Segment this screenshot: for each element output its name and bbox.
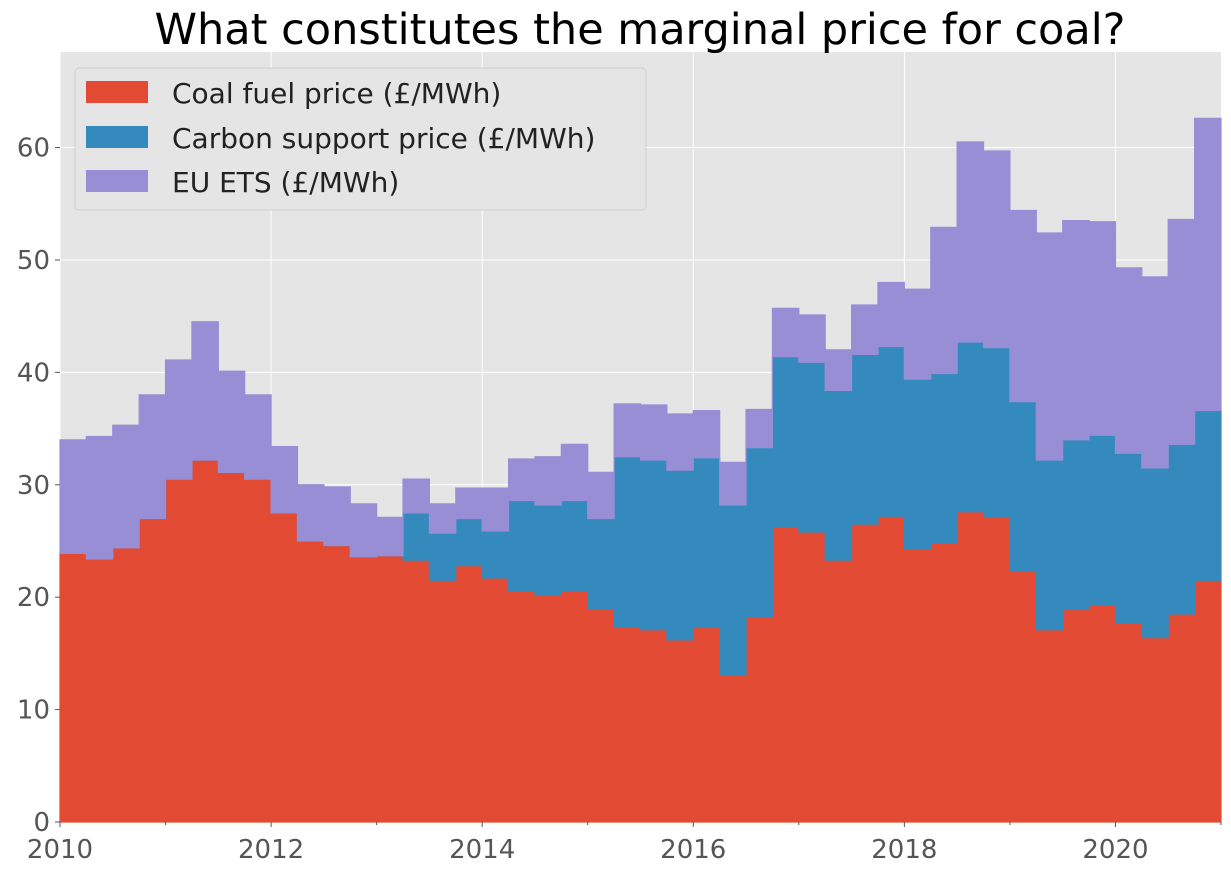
y-tick-label: 0 [33,808,50,838]
eu-ets-area [59,117,1222,560]
legend-label-eu-ets: EU ETS (£/MWh) [172,166,399,199]
chart-title: What constitutes the marginal price for … [155,5,1126,55]
y-tick-label: 50 [17,246,50,276]
y-tick-label: 20 [17,583,50,613]
y-tick-label: 40 [17,358,50,388]
axis-ticks: 0 10 20 30 40 50 60 2010 2012 2014 2016 2018 2020 [17,134,1222,865]
legend-swatch-coal [86,81,148,103]
y-tick-label: 10 [17,696,50,726]
x-tick-label: 2016 [660,835,726,865]
legend-swatch-eu-ets [86,170,148,192]
y-tick-label: 60 [17,134,50,164]
x-tick-label: 2014 [449,835,515,865]
stacked-areas [59,117,1222,823]
y-tick-label: 30 [17,471,50,501]
legend: Coal fuel price (£/MWh) Carbon support p… [74,67,647,211]
x-tick-label: 2010 [27,835,93,865]
x-tick-label: 2018 [871,835,937,865]
legend-label-carbon-support: Carbon support price (£/MWh) [172,122,595,155]
legend-swatch-carbon-support [86,126,148,148]
legend-label-coal: Coal fuel price (£/MWh) [172,77,501,110]
x-tick-label: 2012 [238,835,304,865]
legend-box [74,67,647,211]
x-tick-label: 2020 [1082,835,1148,865]
